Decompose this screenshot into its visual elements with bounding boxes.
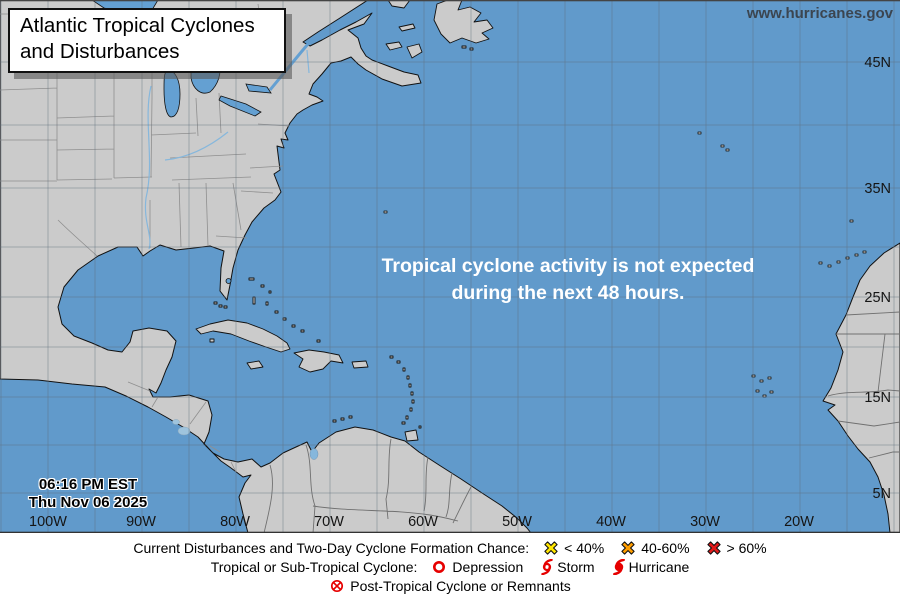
legend-item-label: Depression — [452, 558, 524, 575]
lon-label: 50W — [502, 514, 532, 530]
land-group — [0, 0, 900, 533]
lake-managua — [172, 419, 180, 425]
map-canvas[interactable]: 100W 90W 80W 70W 60W 50W 40W 30W 20W 45N 35N 25N 15N… — [0, 0, 900, 533]
lon-label: 100W — [29, 514, 67, 530]
legend-item-label: < 40% — [564, 539, 605, 556]
legend-item-storm: Storm — [539, 558, 595, 575]
legend-item-post-tropical: Post-Tropical Cyclone or Remnants — [329, 577, 571, 594]
outlook-message-line2: during the next 48 hours. — [451, 281, 685, 304]
legend-formation-label: Current Disturbances and Two-Day Cyclone… — [133, 539, 530, 556]
lon-label: 20W — [784, 514, 814, 530]
graticule — [0, 0, 900, 533]
legend-item-hurricane: Hurricane — [611, 558, 690, 575]
lon-label: 80W — [220, 514, 250, 530]
lake-nicaragua — [177, 426, 191, 436]
timestamp-date: Thu Nov 06 2025 — [28, 494, 148, 511]
legend-item-label: Storm — [557, 558, 595, 575]
depression-icon — [433, 560, 446, 573]
legend-item-depression: Depression — [431, 559, 523, 575]
outlook-message: Tropical cyclone activity is not expecte… — [340, 253, 796, 307]
lon-label: 70W — [314, 514, 344, 530]
post-tropical-icon — [331, 579, 344, 592]
atlantic-basin-map[interactable]: 100W 90W 80W 70W 60W 50W 40W 30W 20W 45N 35N 25N 15N… — [0, 0, 900, 533]
storm-icon — [541, 558, 553, 575]
lat-label: 35N — [864, 181, 891, 197]
legend-item-label: Hurricane — [628, 558, 690, 575]
legend-item-chance-low: < 40% — [543, 540, 604, 556]
lake-maracaibo — [309, 448, 319, 460]
caribbean-islands — [195, 277, 422, 442]
lat-label: 45N — [864, 55, 891, 71]
africa-landmass — [822, 242, 900, 533]
newfoundland-maritime-islands — [385, 0, 494, 59]
map-title-box: Atlantic Tropical Cyclones and Disturban… — [8, 8, 286, 74]
x-icon — [706, 540, 721, 555]
website-link[interactable]: www.hurricanes.gov — [746, 5, 893, 22]
map-top-frame — [0, 0, 900, 2]
legend-row-post-tropical: Post-Tropical Cyclone or Remnants — [0, 576, 900, 595]
legend-row-formation: Current Disturbances and Two-Day Cyclone… — [0, 538, 900, 557]
map-bottom-frame — [0, 531, 900, 533]
timestamp: 06:16 PM EST Thu Nov 06 2025 — [18, 476, 158, 512]
atlantic-islands — [383, 131, 867, 398]
lat-label: 25N — [864, 290, 891, 306]
hurricane-icon — [612, 558, 625, 575]
outlook-message-line1: Tropical cyclone activity is not expecte… — [381, 255, 755, 277]
map-title: Atlantic Tropical Cyclones and Disturban… — [20, 14, 255, 64]
map-labels: 100W 90W 80W 70W 60W 50W 40W 30W 20W 45N 35N 25N 15N… — [29, 55, 891, 530]
country-borders — [263, 311, 900, 533]
legend-item-label: Post-Tropical Cyclone or Remnants — [350, 577, 571, 594]
rivers — [144, 49, 310, 250]
legend-cyclone-label: Tropical or Sub-Tropical Cyclone: — [210, 558, 418, 575]
americas-landmass — [0, 0, 532, 533]
st-lawrence-river — [268, 43, 310, 91]
legend-row-cyclone: Tropical or Sub-Tropical Cyclone: Depres… — [0, 557, 900, 576]
lon-label: 90W — [126, 514, 156, 530]
lon-label: 60W — [408, 514, 438, 530]
lon-label: 30W — [690, 514, 720, 530]
lon-label: 40W — [596, 514, 626, 530]
legend-item-chance-high: > 60% — [706, 540, 767, 556]
legend: Current Disturbances and Two-Day Cyclone… — [0, 533, 900, 601]
legend-item-label: 40-60% — [641, 539, 690, 556]
x-icon — [544, 540, 558, 555]
x-icon — [621, 540, 635, 555]
legend-item-chance-med: 40-60% — [620, 539, 690, 556]
lat-label: 5N — [872, 486, 891, 502]
lat-label: 15N — [864, 390, 891, 406]
timestamp-time: 06:16 PM EST — [38, 476, 138, 493]
legend-item-label: > 60% — [726, 539, 767, 556]
